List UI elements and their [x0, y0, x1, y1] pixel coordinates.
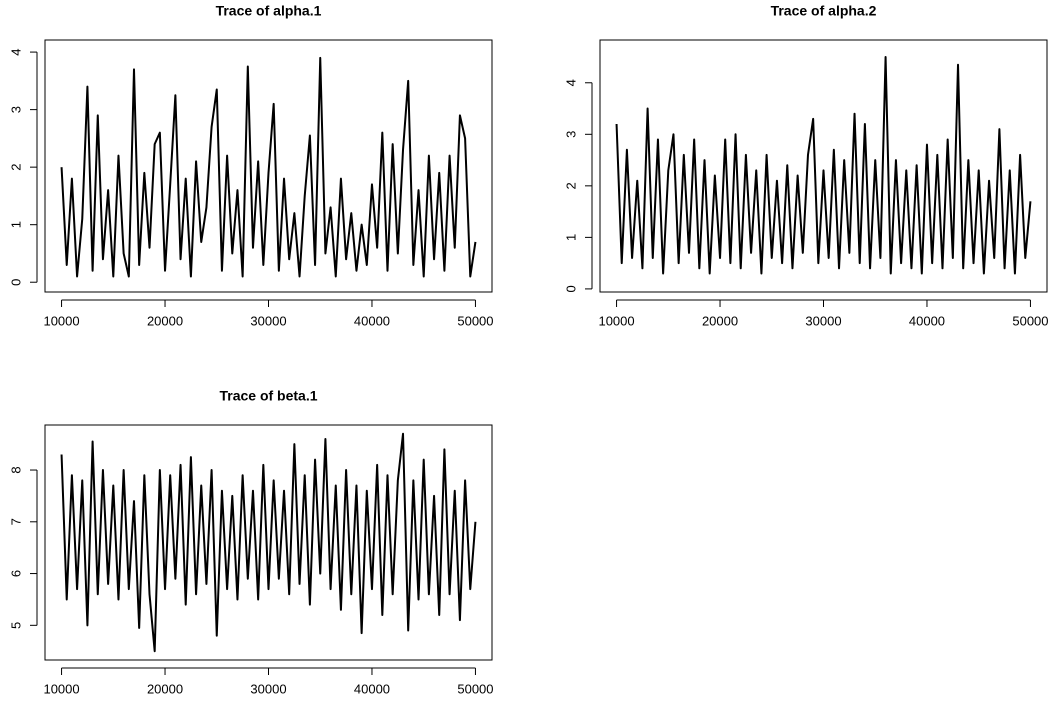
- x-tick-label: 50000: [1012, 313, 1048, 328]
- trace-line: [60, 432, 477, 653]
- y-tick-label: 1: [563, 234, 578, 241]
- chart-title: Trace of alpha.1: [216, 3, 322, 19]
- plot-frame: [44, 39, 493, 293]
- y-tick-label: 2: [563, 182, 578, 189]
- x-tick-label: 40000: [354, 313, 390, 328]
- chart-title: Trace of alpha.2: [771, 3, 877, 19]
- y-tick-label: 8: [8, 466, 23, 473]
- x-tick-label: 20000: [147, 681, 183, 696]
- y-tick-label: 6: [8, 570, 23, 577]
- y-tick-label: 0: [8, 279, 23, 286]
- x-tick-label: 10000: [598, 313, 634, 328]
- trace-line: [60, 56, 477, 278]
- trace-line: [615, 56, 1032, 275]
- x-tick-label: 30000: [250, 681, 286, 696]
- x-tick-label: 10000: [43, 313, 79, 328]
- plot-frame: [44, 424, 493, 661]
- y-tick-label: 4: [8, 48, 23, 55]
- chart-title: Trace of beta.1: [219, 388, 317, 404]
- y-tick-label: 3: [8, 106, 23, 113]
- x-tick-label: 20000: [702, 313, 738, 328]
- x-tick-label: 50000: [457, 313, 493, 328]
- y-tick-label: 2: [8, 164, 23, 171]
- y-tick-label: 3: [563, 131, 578, 138]
- y-tick-label: 1: [8, 221, 23, 228]
- plot-frame: [599, 39, 1048, 293]
- x-tick-label: 40000: [354, 681, 390, 696]
- x-tick-label: 50000: [457, 681, 493, 696]
- y-tick-label: 5: [8, 622, 23, 629]
- y-tick-label: 0: [563, 285, 578, 292]
- x-tick-label: 30000: [805, 313, 841, 328]
- x-tick-label: 20000: [147, 313, 183, 328]
- y-tick-label: 7: [8, 518, 23, 525]
- x-tick-label: 10000: [43, 681, 79, 696]
- x-tick-label: 30000: [250, 313, 286, 328]
- x-tick-label: 40000: [909, 313, 945, 328]
- y-tick-label: 4: [563, 79, 578, 86]
